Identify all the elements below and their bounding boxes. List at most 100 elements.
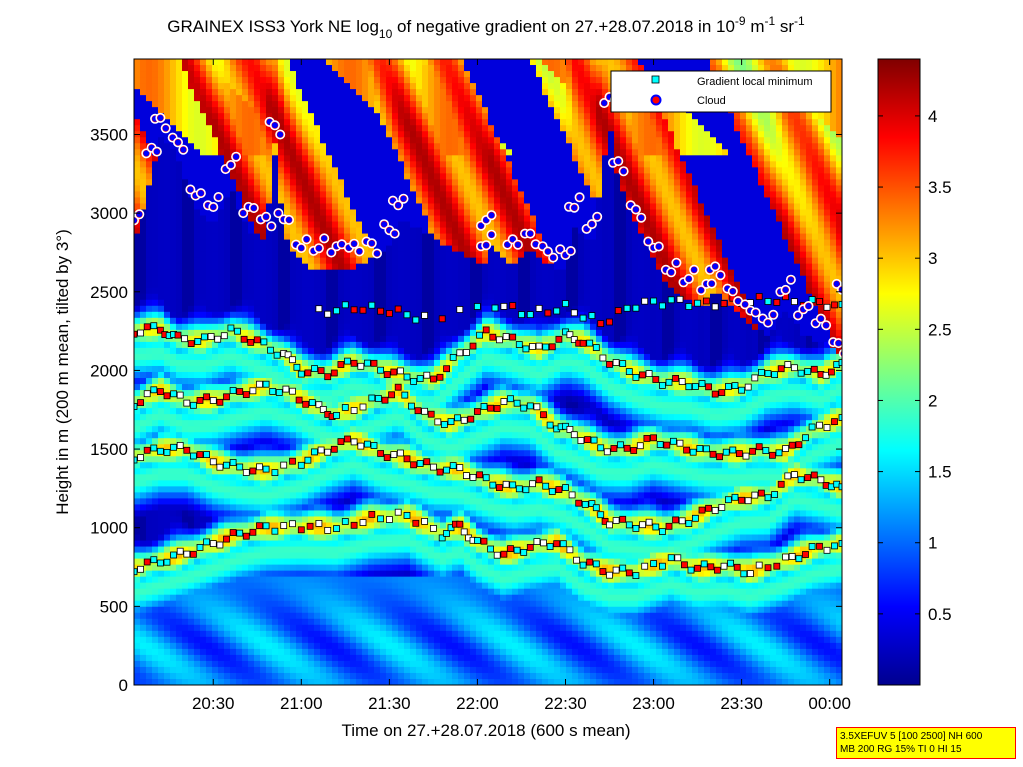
heat-cell xyxy=(332,546,339,554)
heat-cell xyxy=(188,203,195,211)
heat-cell xyxy=(374,522,381,530)
heat-cell xyxy=(308,149,315,156)
heat-cell xyxy=(416,606,423,614)
heat-cell xyxy=(356,372,363,379)
heat-cell xyxy=(362,462,369,469)
heat-cell xyxy=(302,365,309,373)
heat-cell xyxy=(266,359,273,367)
heat-cell xyxy=(266,420,273,427)
heat-cell xyxy=(356,468,363,475)
heat-cell xyxy=(362,582,369,590)
heat-cell xyxy=(248,624,255,632)
heat-cell xyxy=(200,347,207,355)
heat-cell xyxy=(416,131,423,138)
heat-cell xyxy=(344,161,351,168)
heat-cell xyxy=(296,408,303,415)
heat-cell xyxy=(386,528,393,536)
heat-cell xyxy=(218,179,225,186)
heat-cell xyxy=(134,101,141,108)
heat-cell xyxy=(236,636,243,644)
heat-cell xyxy=(290,299,297,307)
heat-cell xyxy=(218,65,225,72)
heat-cell xyxy=(260,516,267,524)
heat-cell xyxy=(212,269,219,277)
heat-cell xyxy=(386,642,393,650)
heat-cell xyxy=(254,546,261,554)
heat-cell xyxy=(362,125,369,132)
heat-cell xyxy=(392,335,399,343)
heat-cell xyxy=(284,119,291,126)
heat-cell xyxy=(146,642,153,650)
heat-cell xyxy=(194,71,201,78)
heat-cell xyxy=(356,215,363,223)
heat-cell xyxy=(218,113,225,120)
heat-cell xyxy=(230,101,237,108)
heat-cell xyxy=(404,89,411,96)
heat-cell xyxy=(296,432,303,439)
heat-cell xyxy=(140,654,147,662)
heat-cell xyxy=(374,209,381,217)
heat-cell xyxy=(296,179,303,186)
heat-cell xyxy=(272,167,279,174)
heat-cell xyxy=(212,414,219,421)
heat-cell xyxy=(410,582,417,590)
heat-cell xyxy=(326,95,333,102)
heat-cell xyxy=(134,269,141,277)
heat-cell xyxy=(140,281,147,289)
heat-cell xyxy=(320,528,327,536)
heat-cell xyxy=(410,245,417,253)
heat-cell xyxy=(392,588,399,596)
heat-cell xyxy=(206,65,213,72)
heat-cell xyxy=(284,155,291,162)
heat-cell xyxy=(242,414,249,421)
heat-cell xyxy=(356,149,363,156)
heat-cell xyxy=(284,179,291,186)
heat-cell xyxy=(368,353,375,361)
heat-cell xyxy=(290,384,297,391)
heat-cell xyxy=(152,263,159,271)
heat-cell xyxy=(200,365,207,373)
heat-cell xyxy=(350,161,357,168)
heat-cell xyxy=(386,203,393,211)
heat-cell xyxy=(350,269,357,277)
heat-cell xyxy=(416,390,423,397)
heat-cell xyxy=(278,588,285,596)
heat-cell xyxy=(356,396,363,403)
heat-cell xyxy=(146,462,153,469)
heat-cell xyxy=(374,227,381,235)
heat-cell xyxy=(236,269,243,277)
heat-cell xyxy=(218,516,225,524)
heat-cell xyxy=(272,636,279,644)
heat-cell xyxy=(350,552,357,560)
heat-cell xyxy=(326,498,333,506)
heat-cell xyxy=(278,414,285,421)
heat-cell xyxy=(206,456,213,463)
heat-cell xyxy=(332,71,339,78)
heat-cell xyxy=(176,618,183,626)
heat-cell xyxy=(254,209,261,217)
heat-cell xyxy=(176,323,183,331)
heat-cell xyxy=(200,155,207,162)
heat-cell xyxy=(380,317,387,325)
heat-cell xyxy=(344,305,351,313)
heat-cell xyxy=(314,612,321,620)
heat-cell xyxy=(158,311,165,319)
heat-cell xyxy=(134,365,141,373)
heat-cell xyxy=(176,534,183,542)
heat-cell xyxy=(158,570,165,578)
heat-cell xyxy=(362,65,369,72)
heat-cell xyxy=(260,233,267,241)
heat-cell xyxy=(416,540,423,548)
heat-cell xyxy=(392,317,399,325)
heat-cell xyxy=(332,155,339,162)
heat-cell xyxy=(326,570,333,578)
heat-cell xyxy=(332,498,339,506)
heat-cell xyxy=(266,444,273,451)
heat-cell xyxy=(224,335,231,343)
heat-cell xyxy=(338,504,345,512)
heat-cell xyxy=(386,89,393,96)
heat-cell xyxy=(176,263,183,271)
heat-cell xyxy=(254,65,261,72)
heat-cell xyxy=(230,648,237,656)
heat-cell xyxy=(158,468,165,475)
